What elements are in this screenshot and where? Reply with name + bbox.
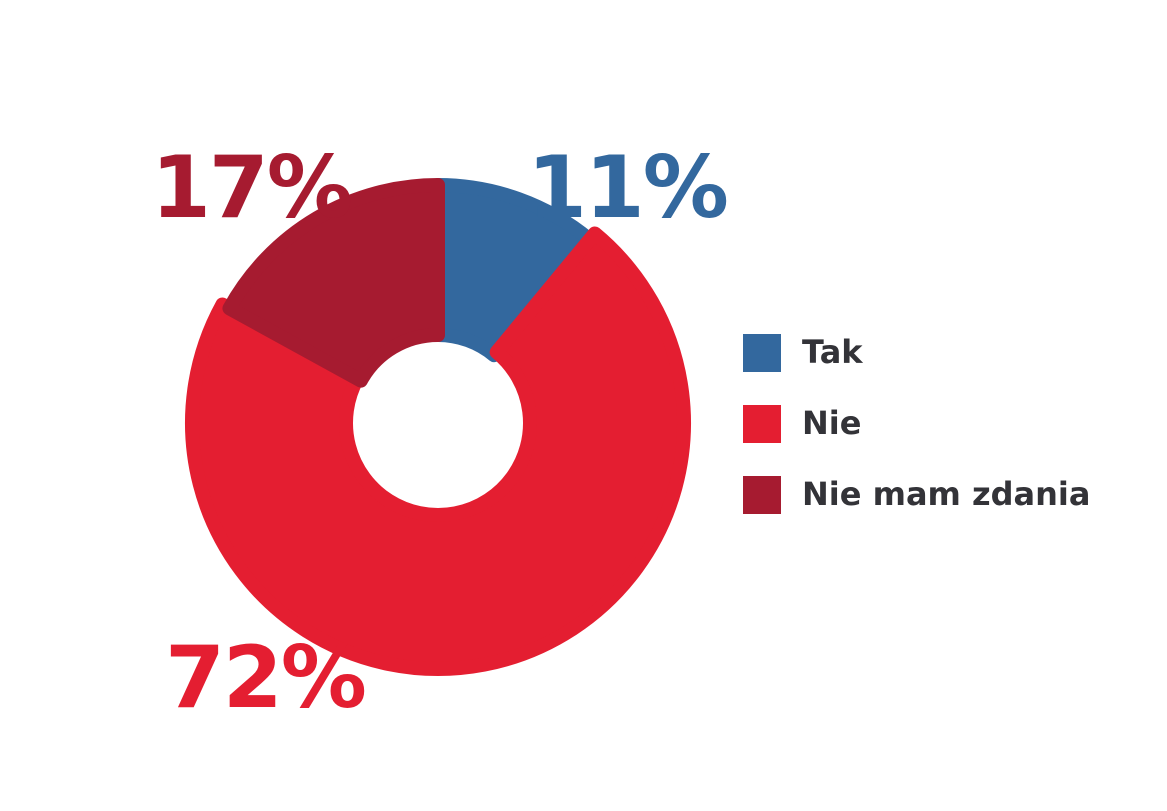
value-labels: 11% 72% 17% xyxy=(151,138,729,728)
legend-label-tak: Tak xyxy=(802,333,863,371)
value-label-tak: 11% xyxy=(527,138,727,238)
legend-swatch-nie xyxy=(743,405,781,443)
legend-swatch-nie-mam-zdania xyxy=(743,476,781,514)
donut-slice-nie-mam-zdania xyxy=(222,178,445,388)
legend-label-nie: Nie xyxy=(802,404,862,442)
legend-swatch-tak xyxy=(743,334,781,372)
donut-slices xyxy=(185,178,691,676)
value-label-nie-mam-zdania: 17% xyxy=(151,138,351,238)
donut-slice-nie xyxy=(185,226,691,676)
value-label-nie: 72% xyxy=(165,628,365,728)
legend-label-nie-mam-zdania: Nie mam zdania xyxy=(802,475,1091,513)
